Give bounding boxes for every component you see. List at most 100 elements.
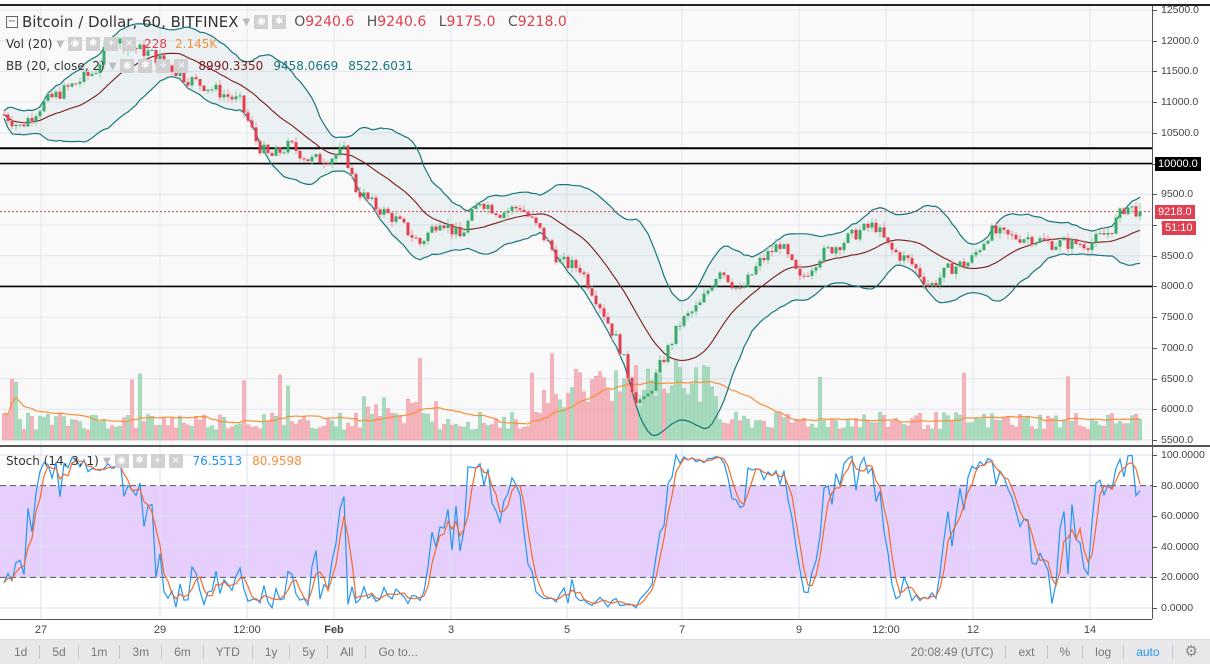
stoch-tick: 20.0000 xyxy=(1153,571,1199,583)
symbol-title[interactable]: Bitcoin / Dollar, 60, BITFINEX xyxy=(22,13,239,31)
range-button-6m[interactable]: 6m xyxy=(162,645,204,659)
bb-legend: BB (20, close, 2) ▼ ◉ ✱ + × 8990.3350 94… xyxy=(6,59,413,73)
scale-toggle-log[interactable]: log xyxy=(1083,645,1125,659)
plus-icon[interactable]: + xyxy=(156,59,171,73)
eye-icon[interactable]: ◉ xyxy=(120,59,135,73)
chevron-down-icon[interactable]: ▼ xyxy=(56,38,65,50)
stoch-tick: 60.0000 xyxy=(1153,510,1199,522)
bb-basis-value: 8990.3350 xyxy=(198,59,264,73)
bottom-toolbar: 1d 5d 1m 3m 6m YTD 1y 5y All Go to... 20:08:49 (U… xyxy=(0,639,1210,664)
range-button-all[interactable]: All xyxy=(328,645,367,659)
price-tick: 8500.0 xyxy=(1153,250,1193,262)
plus-icon[interactable]: + xyxy=(104,37,119,51)
plus-icon[interactable]: + xyxy=(150,454,165,468)
chevron-down-icon[interactable]: ▼ xyxy=(102,455,111,467)
gear-icon[interactable]: ✱ xyxy=(86,37,101,51)
open-label: O xyxy=(294,14,306,30)
price-tick: 5500.0 xyxy=(1153,434,1193,446)
gear-icon[interactable]: ✱ xyxy=(132,454,147,468)
stoch-axis[interactable]: 100.0000 80.0000 60.0000 40.0000 20.0000 0.00… xyxy=(1152,447,1210,619)
time-tick: 7 xyxy=(678,624,686,636)
close-icon[interactable]: × xyxy=(174,59,189,73)
top-border xyxy=(0,4,1210,6)
stoch-tick: 0.0000 xyxy=(1153,602,1193,614)
bb-label[interactable]: BB (20, close, 2) xyxy=(6,59,105,73)
volume-legend: Vol (20) ▼ ◉ ✱ + × 228 2.145K xyxy=(6,37,217,51)
price-tick: 8000.0 xyxy=(1153,280,1193,292)
gear-icon[interactable]: ✱ xyxy=(138,59,153,73)
price-tick: 6500.0 xyxy=(1153,373,1193,385)
range-button-1d[interactable]: 1d xyxy=(2,645,41,659)
volume-label[interactable]: Vol (20) xyxy=(6,37,53,51)
stoch-label[interactable]: Stoch (14, 3, 1) xyxy=(6,454,99,468)
scale-toggle-ext[interactable]: ext xyxy=(1006,645,1048,659)
time-tick: 12:00 xyxy=(872,624,900,636)
ohlc-values: O9240.6 H9240.6 L9175.0 C9218.0 xyxy=(294,14,567,30)
scale-toggle-auto[interactable]: auto xyxy=(1124,645,1173,659)
stoch-chart[interactable] xyxy=(0,447,1152,619)
time-tick: 9 xyxy=(795,624,803,636)
price-tick: 7500.0 xyxy=(1153,311,1193,323)
open-value: 9240.6 xyxy=(305,14,355,30)
stoch-tick: 40.0000 xyxy=(1153,541,1199,553)
time-tick: 3 xyxy=(447,624,455,636)
eye-icon[interactable]: ◉ xyxy=(254,15,269,29)
range-button-1y[interactable]: 1y xyxy=(253,645,291,659)
collapse-icon[interactable]: − xyxy=(6,16,18,28)
eye-icon[interactable]: ◉ xyxy=(68,37,83,51)
close-label: C xyxy=(507,14,518,30)
range-button-goto[interactable]: Go to... xyxy=(378,645,418,659)
price-tick: 11500.0 xyxy=(1153,65,1198,77)
low-label: L xyxy=(438,14,447,30)
scale-toggle-percent[interactable]: % xyxy=(1048,645,1084,659)
time-tick: Feb xyxy=(324,624,344,636)
time-tick: 5 xyxy=(563,624,571,636)
chevron-down-icon[interactable]: ▼ xyxy=(242,16,251,28)
stoch-tick: 80.0000 xyxy=(1153,480,1199,492)
bb-upper-value: 9458.0669 xyxy=(273,59,339,73)
time-axis[interactable]: 27 29 12:00 Feb 3 5 7 9 12:00 12 14 xyxy=(0,619,1152,639)
symbol-legend: − Bitcoin / Dollar, 60, BITFINEX ▼ ◉ ✱ O… xyxy=(6,13,567,31)
level-10000-label: 10000.0 xyxy=(1155,156,1201,171)
range-button-ytd[interactable]: YTD xyxy=(204,645,253,659)
gear-icon[interactable]: ✱ xyxy=(272,15,287,29)
range-button-5y[interactable]: 5y xyxy=(290,645,329,659)
close-value: 9218.0 xyxy=(517,14,567,30)
chevron-down-icon[interactable]: ▼ xyxy=(108,60,117,72)
stoch-legend: Stoch (14, 3, 1) ▼ ◉ ✱ + × 76.5513 80.95… xyxy=(6,454,302,468)
close-icon[interactable]: × xyxy=(122,37,137,51)
stoch-tick: 100.0000 xyxy=(1153,449,1205,461)
right-tools: 20:08:49 (UTC) ext% log auto ⚙ xyxy=(899,643,1210,660)
time-tick: 29 xyxy=(153,624,167,636)
range-button-3m[interactable]: 3m xyxy=(120,645,163,659)
price-tick: 9500.0 xyxy=(1153,188,1193,200)
price-tick: 11000.0 xyxy=(1153,96,1198,108)
time-tick: 14 xyxy=(1083,624,1097,636)
range-buttons: 1d 5d 1m 3m 6m YTD 1y 5y All Go to... xyxy=(0,645,430,659)
close-icon[interactable]: × xyxy=(168,454,183,468)
volume-value: 228 xyxy=(144,37,168,51)
settings-gear-icon[interactable]: ⚙ xyxy=(1184,643,1198,660)
time-tick: 12:00 xyxy=(233,624,261,636)
last-price-label: 9218.0 xyxy=(1155,204,1195,219)
range-button-1m[interactable]: 1m xyxy=(79,645,121,659)
time-tick: 12 xyxy=(966,624,980,636)
price-axis[interactable]: 12500.0 12000.0 11500.0 11000.0 10500.0 10000… xyxy=(1152,4,1210,446)
bar-countdown-label: 51:10 xyxy=(1162,220,1196,235)
eye-icon[interactable]: ◉ xyxy=(114,454,129,468)
stoch-pane[interactable]: Stoch (14, 3, 1) ▼ ◉ ✱ + × 76.5513 80.95… xyxy=(0,447,1152,619)
price-tick: 7000.0 xyxy=(1153,342,1193,354)
stoch-d-value: 80.9598 xyxy=(252,454,302,468)
high-value: 9240.6 xyxy=(377,14,427,30)
price-pane[interactable]: − Bitcoin / Dollar, 60, BITFINEX ▼ ◉ ✱ O… xyxy=(0,6,1152,445)
range-button-5d[interactable]: 5d xyxy=(40,645,79,659)
pane-separator[interactable] xyxy=(0,445,1210,447)
low-value: 9175.0 xyxy=(446,14,496,30)
price-tick: 10500.0 xyxy=(1153,127,1199,139)
price-tick: 6000.0 xyxy=(1153,403,1193,415)
clock-utc[interactable]: 20:08:49 (UTC) xyxy=(899,645,1007,659)
scale-tools: ext% log auto xyxy=(1006,645,1173,659)
stoch-k-value: 76.5513 xyxy=(192,454,243,468)
price-chart[interactable] xyxy=(0,6,1152,445)
